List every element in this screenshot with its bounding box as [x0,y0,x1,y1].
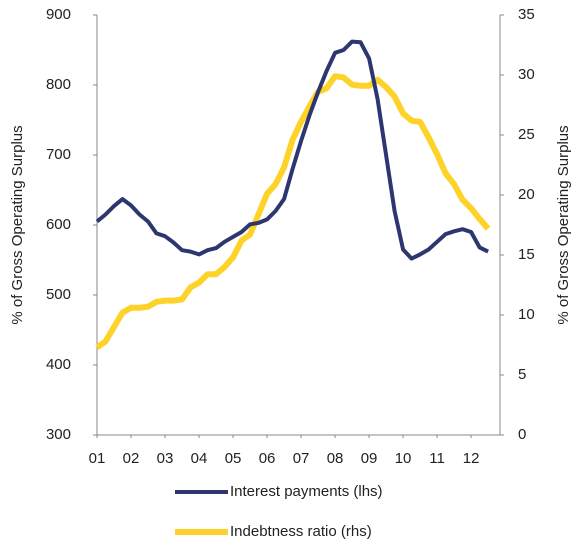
y-axis-label: % of Gross Operating Surplus [9,125,26,324]
y-tick-label: 600 [46,216,71,233]
y2-tick-label: 0 [518,426,526,443]
series-line [95,73,491,350]
x-tick-label: 03 [157,450,174,467]
x-tick-label: 06 [259,450,276,467]
y-tick-label: 800 [46,76,71,93]
x-tick-label: 10 [395,450,412,467]
x-tick-label: 11 [429,450,445,467]
legend-label: Indebtness ratio (rhs) [230,523,372,540]
series-line [95,39,489,261]
y-tick-label: 500 [46,286,71,303]
y2-tick-label: 35 [518,6,535,23]
y2-tick-label: 10 [518,306,535,323]
y-tick-label: 300 [46,426,71,443]
x-tick-label: 09 [361,450,378,467]
y-tick-label: 900 [46,6,71,23]
x-tick-label: 01 [89,450,106,467]
y-tick-label: 700 [46,146,71,163]
x-tick-label: 12 [463,450,480,467]
x-tick-label: 02 [123,450,140,467]
x-tick-label: 07 [293,450,310,467]
y2-axis-label: % of Gross Operating Surplus [555,125,572,324]
x-tick-label: 08 [327,450,344,467]
y2-tick-label: 5 [518,366,526,383]
y2-tick-label: 20 [518,186,535,203]
x-tick-label: 05 [225,450,242,467]
y2-tick-label: 25 [518,126,535,143]
x-tick-label: 04 [191,450,208,467]
legend-label: Interest payments (lhs) [230,483,383,500]
y-tick-label: 400 [46,356,71,373]
y2-tick-label: 30 [518,66,535,83]
y2-tick-label: 15 [518,246,535,263]
